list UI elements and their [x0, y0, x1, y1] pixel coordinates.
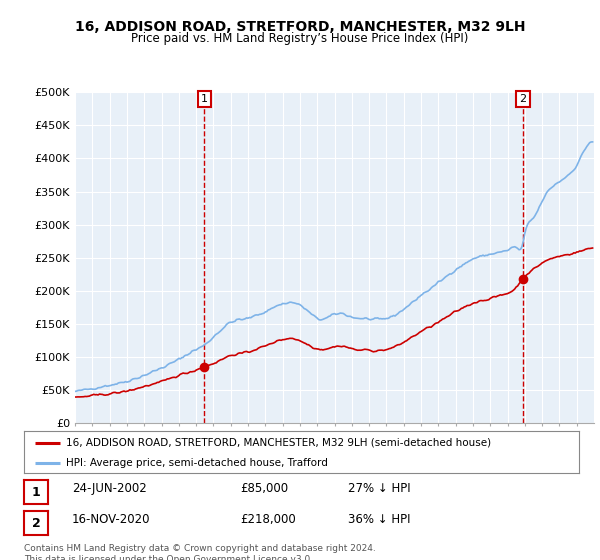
- Text: Price paid vs. HM Land Registry’s House Price Index (HPI): Price paid vs. HM Land Registry’s House …: [131, 32, 469, 45]
- Text: 16, ADDISON ROAD, STRETFORD, MANCHESTER, M32 9LH (semi-detached house): 16, ADDISON ROAD, STRETFORD, MANCHESTER,…: [65, 438, 491, 448]
- Text: 1: 1: [32, 486, 40, 499]
- Text: 36% ↓ HPI: 36% ↓ HPI: [348, 513, 410, 526]
- Text: 24-JUN-2002: 24-JUN-2002: [72, 482, 147, 495]
- Text: 27% ↓ HPI: 27% ↓ HPI: [348, 482, 410, 495]
- Text: 16, ADDISON ROAD, STRETFORD, MANCHESTER, M32 9LH: 16, ADDISON ROAD, STRETFORD, MANCHESTER,…: [75, 20, 525, 34]
- Text: £218,000: £218,000: [240, 513, 296, 526]
- Text: 2: 2: [519, 94, 526, 104]
- Text: Contains HM Land Registry data © Crown copyright and database right 2024.
This d: Contains HM Land Registry data © Crown c…: [24, 544, 376, 560]
- Text: HPI: Average price, semi-detached house, Trafford: HPI: Average price, semi-detached house,…: [65, 458, 328, 468]
- Text: 2: 2: [32, 516, 40, 530]
- Text: £85,000: £85,000: [240, 482, 288, 495]
- Text: 1: 1: [201, 94, 208, 104]
- Text: 16-NOV-2020: 16-NOV-2020: [72, 513, 151, 526]
